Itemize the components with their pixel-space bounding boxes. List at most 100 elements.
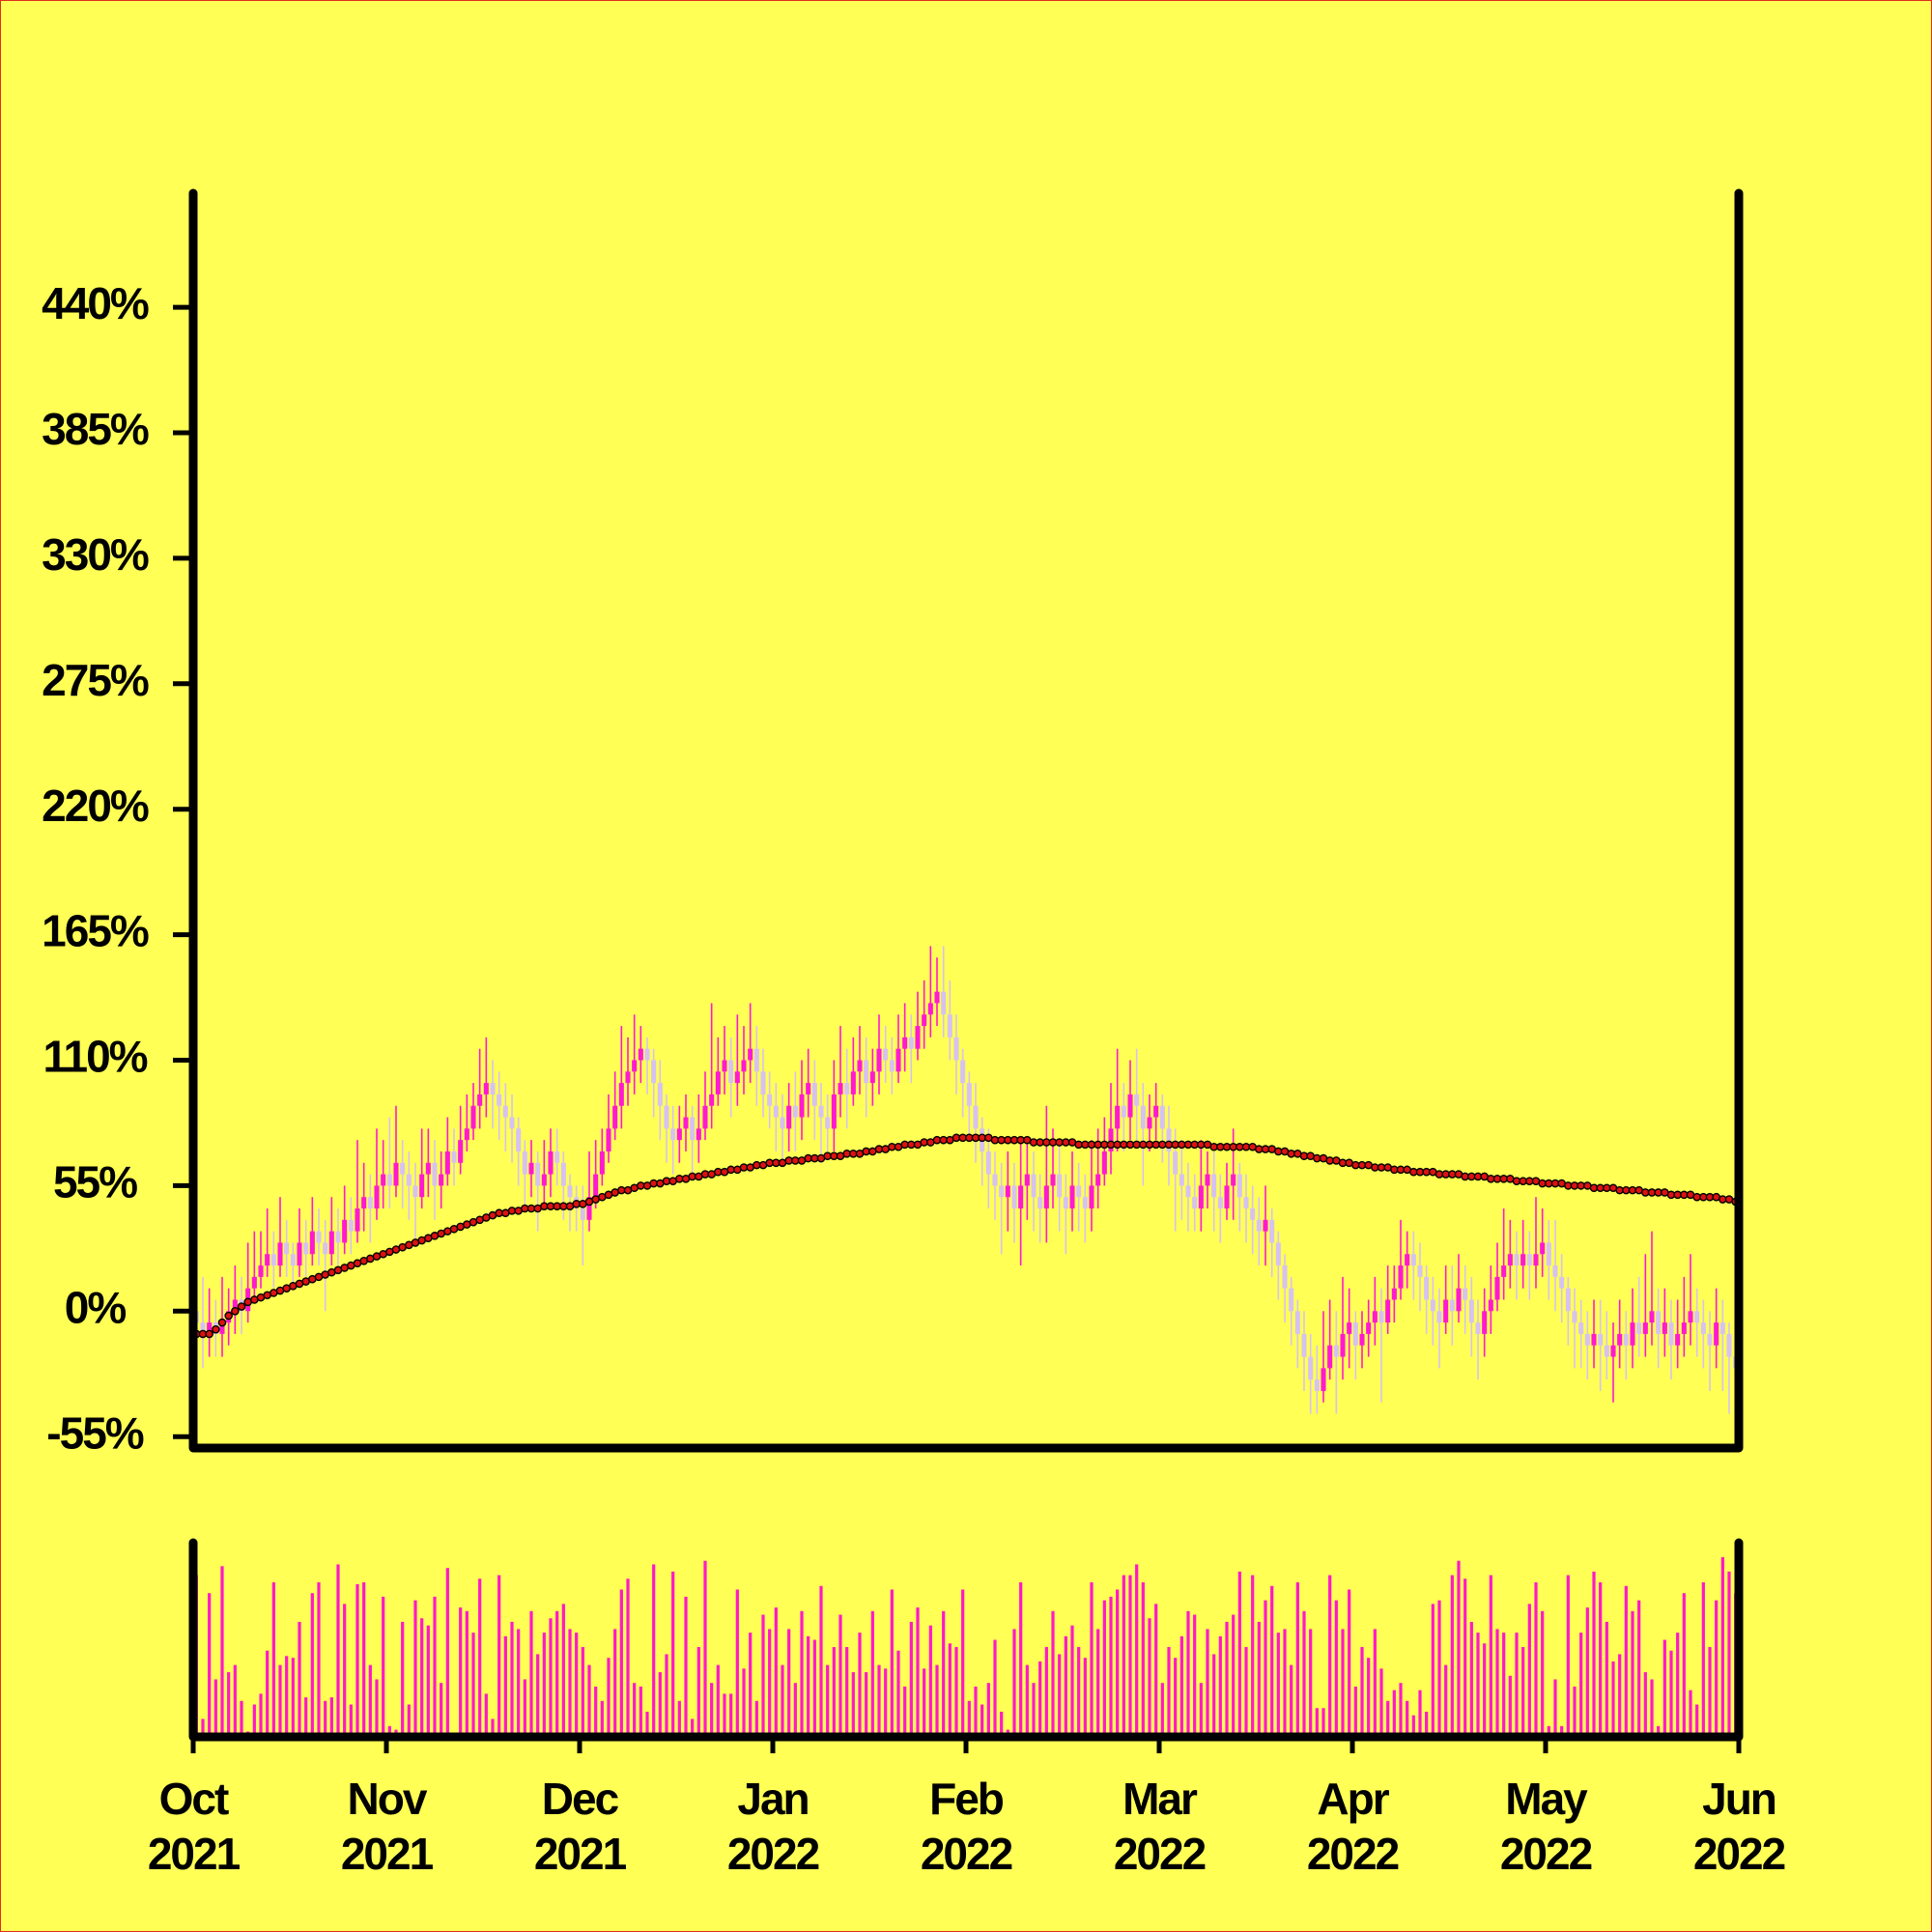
- candle-body: [516, 1128, 522, 1151]
- volume-bar: [1521, 1647, 1525, 1737]
- candle-body: [406, 1174, 412, 1186]
- volume-bar: [1495, 1629, 1499, 1737]
- volume-bar: [1044, 1647, 1048, 1737]
- candle-body: [439, 1174, 444, 1186]
- candle-body: [1610, 1345, 1616, 1357]
- volume-bar: [723, 1693, 726, 1737]
- volume-bar: [1154, 1604, 1158, 1737]
- candle-body: [1166, 1128, 1172, 1151]
- candle-body: [541, 1174, 547, 1186]
- candle-body: [412, 1185, 418, 1198]
- y-tick-label: 385%: [42, 404, 149, 454]
- candle-body: [1057, 1174, 1063, 1198]
- candle-body: [1552, 1265, 1558, 1277]
- candle-body: [753, 1048, 759, 1072]
- candle-body: [1694, 1311, 1700, 1323]
- candle-body: [444, 1151, 450, 1175]
- x-tick-label: 2022: [1693, 1829, 1785, 1879]
- volume-bar: [1000, 1711, 1004, 1737]
- candle-body: [265, 1254, 270, 1266]
- candle-body: [1282, 1265, 1288, 1289]
- candle-body: [941, 991, 947, 1015]
- candle-body: [850, 1071, 856, 1094]
- volume-bar: [1160, 1683, 1164, 1737]
- volume-bar: [626, 1578, 630, 1737]
- volume-bar: [1225, 1621, 1229, 1737]
- candle-body: [1243, 1197, 1249, 1209]
- volume-bar: [1662, 1639, 1666, 1737]
- candle-body: [567, 1185, 573, 1198]
- y-tick-label: 330%: [42, 529, 149, 580]
- candle-body: [1217, 1197, 1223, 1209]
- candle-body: [1436, 1311, 1442, 1323]
- volume-bar: [213, 1679, 217, 1737]
- volume-bar: [266, 1650, 270, 1737]
- volume-bar: [407, 1704, 411, 1737]
- volume-bar: [1167, 1647, 1171, 1737]
- volume-bar: [594, 1686, 598, 1737]
- candle-body: [1179, 1174, 1184, 1186]
- candle-body: [1095, 1174, 1101, 1186]
- candle-body: [818, 1105, 824, 1118]
- candle-body: [1405, 1254, 1410, 1266]
- volume-bar: [1264, 1600, 1267, 1737]
- candle-body: [806, 1083, 811, 1094]
- candle-body: [670, 1128, 676, 1141]
- candle-body: [1359, 1333, 1365, 1346]
- volume-bar: [1141, 1582, 1145, 1737]
- moving-average-dot: [224, 1311, 233, 1321]
- volume-bar: [896, 1650, 900, 1737]
- candle-body: [1507, 1254, 1513, 1266]
- volume-bar: [581, 1647, 584, 1737]
- candle-body: [773, 1105, 779, 1118]
- volume-bar: [1360, 1647, 1364, 1737]
- volume-bar: [832, 1647, 836, 1737]
- candle-body: [844, 1083, 850, 1094]
- volume-bar: [729, 1693, 733, 1737]
- candle-body: [1352, 1322, 1358, 1346]
- volume-bar: [890, 1589, 894, 1737]
- volume-bar: [1334, 1600, 1338, 1737]
- candle-body: [876, 1048, 882, 1072]
- candle-body: [1275, 1242, 1281, 1266]
- volume-bar: [1515, 1633, 1519, 1737]
- candle-body: [992, 1174, 998, 1186]
- y-tick-label: 0%: [65, 1282, 127, 1332]
- candle-body: [1642, 1322, 1648, 1334]
- candle-body: [297, 1242, 302, 1266]
- candle-body: [715, 1071, 721, 1094]
- candle-body: [1584, 1333, 1590, 1346]
- candle-body: [1559, 1276, 1565, 1289]
- volume-bar: [1605, 1621, 1608, 1737]
- candle-body: [1153, 1105, 1159, 1118]
- candle-body: [1591, 1333, 1597, 1346]
- volume-bar: [961, 1589, 965, 1737]
- volume-bar: [1193, 1614, 1197, 1737]
- volume-bar: [761, 1614, 765, 1737]
- volume-bar: [1116, 1589, 1120, 1737]
- moving-average-dot: [217, 1318, 227, 1327]
- candle-body: [999, 1185, 1005, 1198]
- candle-body: [709, 1094, 715, 1106]
- volume-bar: [1102, 1600, 1106, 1737]
- volume-bar: [1657, 1725, 1661, 1737]
- volume-bar: [1174, 1658, 1178, 1737]
- volume-bar: [1090, 1582, 1094, 1737]
- candle-body: [1719, 1322, 1725, 1334]
- candle-body: [1347, 1322, 1352, 1334]
- candle-body: [1675, 1333, 1681, 1346]
- candle-body: [1082, 1197, 1088, 1209]
- volume-bar: [986, 1683, 990, 1737]
- candle-body: [335, 1231, 341, 1243]
- candle-body: [1211, 1174, 1217, 1198]
- candle-body: [1121, 1105, 1126, 1118]
- candle-body: [1127, 1094, 1133, 1118]
- volume-bar: [484, 1693, 488, 1737]
- candle-body: [1101, 1151, 1107, 1175]
- candle-body: [612, 1105, 618, 1129]
- candle-body: [728, 1060, 734, 1084]
- candle-body: [1043, 1185, 1049, 1209]
- volume-bar: [658, 1672, 662, 1737]
- candle-body: [638, 1048, 643, 1061]
- volume-bar: [1425, 1711, 1429, 1737]
